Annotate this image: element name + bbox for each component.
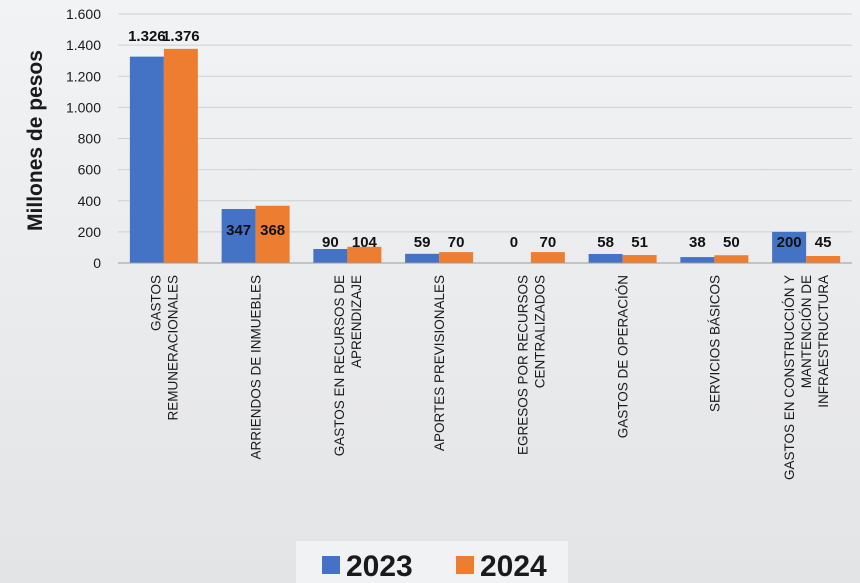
y-tick-label: 600 <box>78 162 102 178</box>
y-tick-label: 1.000 <box>66 99 101 115</box>
y-tick-label: 1.600 <box>66 6 101 22</box>
bar-2024-7 <box>806 255 841 263</box>
bar-2024-3 <box>439 252 474 263</box>
bar-2023-7 <box>772 231 807 263</box>
data-label-2023: 1.326 <box>128 28 166 45</box>
bar-2024-6 <box>714 255 749 263</box>
data-label-2024: 51 <box>631 234 648 251</box>
data-label-2023: 347 <box>226 222 251 239</box>
category-label: INFRAESTRUCTURA <box>816 275 831 408</box>
data-label-2024: 1.376 <box>162 28 200 45</box>
bar-2023-3 <box>405 253 440 263</box>
legend-swatch-2024 <box>456 556 474 574</box>
data-label-2023: 200 <box>777 234 802 251</box>
y-axis-ticks: 0 200 400 600 800 1.000 1.200 1.400 1.600 <box>66 6 101 271</box>
bars <box>129 48 841 263</box>
category-label: REMUNERACIONALES <box>165 275 180 421</box>
bar-2024-1 <box>255 205 290 263</box>
bar-2024-4 <box>530 252 565 263</box>
bar-2024-2 <box>347 246 382 263</box>
y-tick-label: 1.200 <box>66 68 101 84</box>
data-label-2024: 70 <box>540 234 557 251</box>
y-axis-title: Millones de pesos <box>24 50 47 231</box>
category-label: GASTOS EN RECURSOS DE <box>332 275 347 456</box>
category-label: APORTES PREVISIONALES <box>432 275 447 451</box>
category-label: SERVICIOS BÁSICOS <box>707 275 722 412</box>
legend-label-2024: 2024 <box>480 550 547 583</box>
category-label: APRENDIZAJE <box>349 275 364 368</box>
category-label: CENTRALIZADOS <box>532 275 547 388</box>
y-tick-label: 800 <box>78 131 102 147</box>
y-tick-label: 0 <box>93 255 101 271</box>
data-label-2024: 45 <box>815 234 832 251</box>
legend-background <box>296 541 568 583</box>
bar-2023-0 <box>129 56 164 263</box>
bar-2023-1 <box>221 208 256 263</box>
category-label: MANTENCIÓN DE <box>799 275 814 388</box>
bar-2023-5 <box>588 253 623 263</box>
data-label-2023: 38 <box>689 234 706 251</box>
legend-swatch-2023 <box>322 556 340 574</box>
data-label-2023: 0 <box>510 234 518 251</box>
data-label-2024: 50 <box>723 234 740 251</box>
data-label-2023: 90 <box>322 234 339 251</box>
category-label: GASTOS <box>148 275 163 331</box>
bar-2023-6 <box>680 257 715 263</box>
category-labels: GASTOS REMUNERACIONALES ARRIENDOS DE INMUE… <box>148 275 831 480</box>
data-label-2024: 104 <box>352 234 378 251</box>
y-tick-label: 1.400 <box>66 37 101 53</box>
data-label-2024: 368 <box>260 222 285 239</box>
category-label: ARRIENDOS DE INMUEBLES <box>249 275 264 460</box>
y-tick-label: 200 <box>78 224 102 240</box>
category-label: EGRESOS POR RECURSOS <box>515 275 530 455</box>
bar-2024-0 <box>163 48 198 263</box>
y-tick-label: 400 <box>78 193 102 209</box>
bar-2023-2 <box>313 248 348 263</box>
data-label-2023: 59 <box>414 234 431 251</box>
bar-2024-5 <box>622 255 657 263</box>
legend-label-2023: 2023 <box>346 550 413 583</box>
category-label: GASTOS EN CONSTRUCCIÓN Y <box>782 275 797 480</box>
data-label-2024: 70 <box>448 234 465 251</box>
data-label-2023: 58 <box>597 234 614 251</box>
category-label: GASTOS DE OPERACIÓN <box>616 275 631 438</box>
legend: 2023 2024 <box>296 541 568 583</box>
